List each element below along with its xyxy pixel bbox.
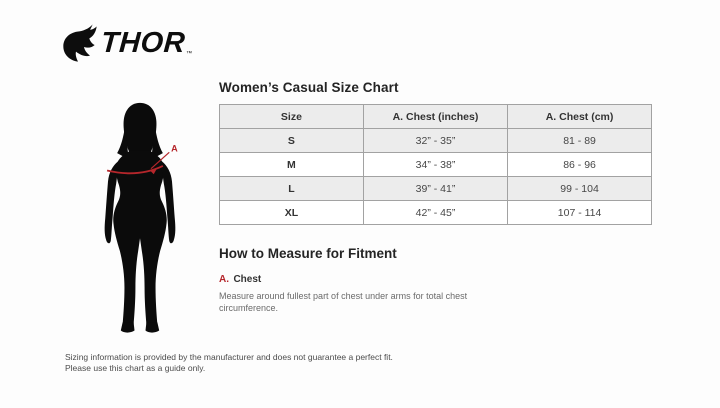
disclaimer-line: Please use this chart as a guide only. xyxy=(65,363,206,374)
brand-logo: THOR ™ xyxy=(62,23,192,63)
size-cell: XL xyxy=(219,200,364,225)
cm-cell: 107 - 114 xyxy=(507,200,652,225)
cm-cell: 99 - 104 xyxy=(507,176,652,201)
inches-cell: 42” - 45” xyxy=(362,200,509,225)
trademark-symbol: ™ xyxy=(186,51,193,57)
table-row: M 34” - 38” 86 - 96 xyxy=(219,152,652,177)
how-to-measure-title: How to Measure for Fitment xyxy=(219,246,397,261)
inches-cell: 32” - 35” xyxy=(362,128,509,153)
measurement-figure: A xyxy=(76,94,204,344)
measure-name: Chest xyxy=(233,274,262,285)
cm-cell: 81 - 89 xyxy=(507,128,652,153)
column-header-size: Size xyxy=(219,104,364,129)
thor-helmet-icon xyxy=(63,24,97,62)
brand-logo-text: THOR xyxy=(99,27,187,59)
measure-key: A. xyxy=(219,274,229,285)
size-cell: M xyxy=(219,152,364,177)
table-header-row: Size A. Chest (inches) A. Chest (cm) xyxy=(219,104,652,129)
female-silhouette-figure: A xyxy=(104,102,178,333)
column-header-cm: A. Chest (cm) xyxy=(507,104,652,129)
size-chart-table: Size A. Chest (inches) A. Chest (cm) S 3… xyxy=(219,104,652,225)
measure-description: Measure around fullest part of chest und… xyxy=(219,291,468,314)
table-row: XL 42” - 45” 107 - 114 xyxy=(219,200,652,225)
disclaimer-line: Sizing information is provided by the ma… xyxy=(65,352,393,362)
size-cell: L xyxy=(219,176,364,201)
table-row: L 39” - 41” 99 - 104 xyxy=(219,176,652,201)
inches-cell: 34” - 38” xyxy=(362,152,509,177)
size-cell: S xyxy=(219,128,364,153)
cm-cell: 86 - 96 xyxy=(507,152,652,177)
inches-cell: 39” - 41” xyxy=(362,176,509,201)
measure-item-label: A. Chest xyxy=(219,269,539,287)
column-header-inches: A. Chest (inches) xyxy=(362,104,509,129)
chest-marker-label: A xyxy=(171,143,178,153)
measure-item-chest: A. Chest Measure around fullest part of … xyxy=(219,269,539,314)
sizing-disclaimer: Sizing information is provided by the ma… xyxy=(65,352,393,374)
table-row: S 32” - 35” 81 - 89 xyxy=(219,128,652,153)
chest-measure-line xyxy=(106,151,170,175)
size-chart-title: Women’s Casual Size Chart xyxy=(219,80,399,95)
